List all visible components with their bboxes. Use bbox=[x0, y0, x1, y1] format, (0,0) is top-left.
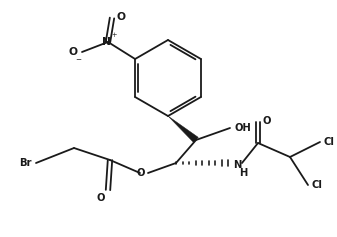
Text: N: N bbox=[233, 160, 241, 170]
Text: O: O bbox=[68, 47, 78, 57]
Text: O: O bbox=[117, 12, 125, 22]
Polygon shape bbox=[168, 116, 198, 143]
Text: −: − bbox=[75, 57, 81, 63]
Text: +: + bbox=[111, 32, 117, 38]
Text: Br: Br bbox=[19, 158, 31, 168]
Text: Cl: Cl bbox=[312, 180, 323, 190]
Text: O: O bbox=[263, 116, 271, 126]
Text: OH: OH bbox=[235, 123, 251, 133]
Text: N: N bbox=[101, 37, 111, 47]
Text: O: O bbox=[97, 193, 105, 203]
Text: H: H bbox=[239, 168, 247, 178]
Text: Cl: Cl bbox=[324, 137, 334, 147]
Text: O: O bbox=[137, 168, 145, 178]
